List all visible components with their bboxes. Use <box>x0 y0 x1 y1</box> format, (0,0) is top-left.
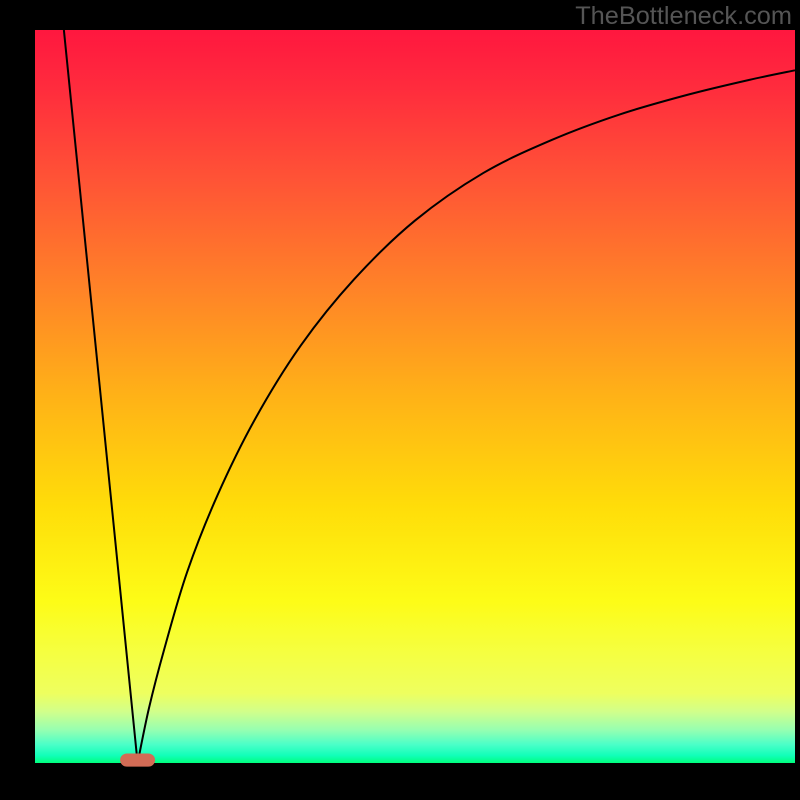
bottleneck-chart: TheBottleneck.com <box>0 0 800 800</box>
minimum-marker <box>120 753 155 766</box>
chart-svg <box>0 0 800 800</box>
plot-background <box>35 30 795 763</box>
